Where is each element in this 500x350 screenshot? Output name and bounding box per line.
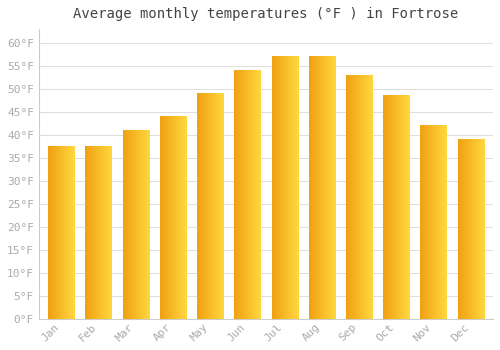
Title: Average monthly temperatures (°F ) in Fortrose: Average monthly temperatures (°F ) in Fo…	[74, 7, 458, 21]
